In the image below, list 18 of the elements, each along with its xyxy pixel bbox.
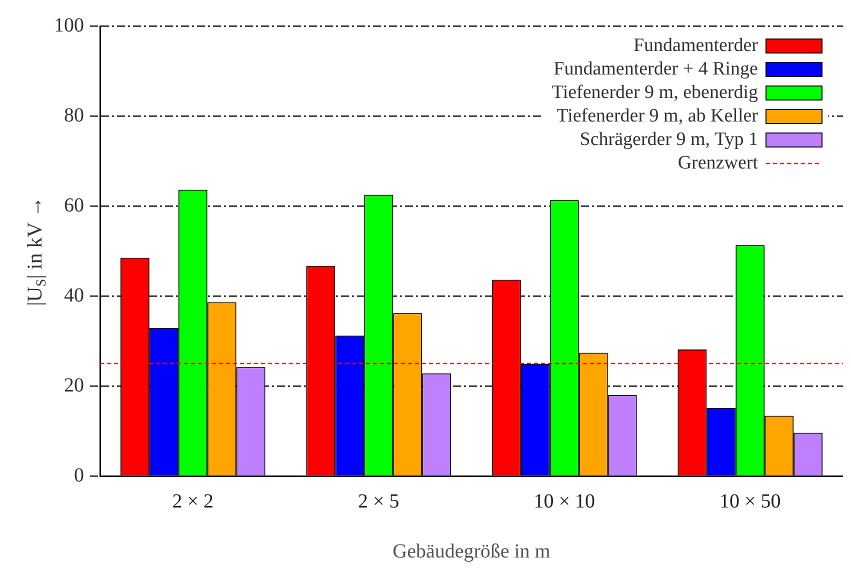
y-tick-label: 80 bbox=[64, 104, 84, 126]
x-tick-label: 10 × 50 bbox=[719, 490, 781, 512]
y-tick-label: 0 bbox=[74, 464, 84, 486]
y-tick-label: 40 bbox=[64, 284, 84, 306]
legend-label: Schrägerder 9 m, Typ 1 bbox=[580, 128, 758, 150]
x-tick-label: 2 × 5 bbox=[358, 490, 400, 512]
legend-label: Tiefenerder 9 m, ebenerdig bbox=[552, 82, 758, 103]
y-axis-title: |US| in kV → bbox=[22, 196, 50, 306]
x-tick-label: 10 × 10 bbox=[534, 490, 596, 512]
y-tick-label: 20 bbox=[64, 374, 84, 396]
legend-label: Fundamenterder bbox=[633, 34, 759, 56]
legend-label: Tiefenerder 9 m, ab Keller bbox=[556, 105, 759, 126]
legend-label: Fundamenterder + 4 Ringe bbox=[554, 58, 758, 80]
y-tick-label: 100 bbox=[54, 14, 84, 36]
legend-label: Grenzwert bbox=[678, 152, 759, 174]
x-axis-title: Gebäudegröße in m bbox=[392, 540, 551, 562]
y-tick-label: 60 bbox=[64, 194, 84, 216]
x-tick-label: 2 × 2 bbox=[172, 490, 214, 512]
